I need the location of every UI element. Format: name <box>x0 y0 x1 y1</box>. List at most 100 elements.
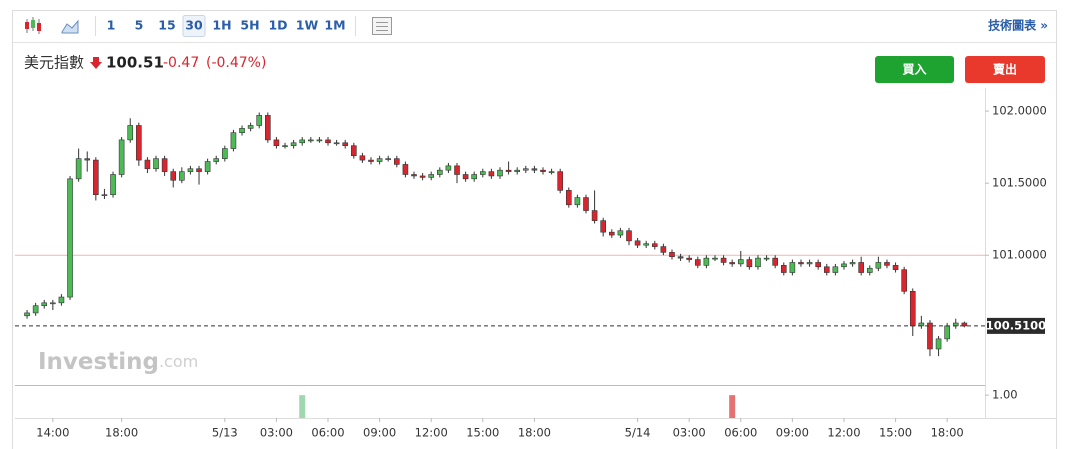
candle-body <box>239 128 245 133</box>
candle-body <box>256 115 263 126</box>
candle-body <box>419 175 426 178</box>
candle-body <box>591 210 598 221</box>
change: -0.47 <box>163 55 199 71</box>
y-tick-label: 102.0000 <box>992 104 1047 118</box>
candle-body <box>583 197 589 211</box>
candle-body <box>110 174 116 195</box>
candle-body <box>230 132 237 149</box>
volume-bar <box>299 395 306 418</box>
candle-body <box>118 139 125 175</box>
candle-body <box>909 290 916 327</box>
candle-body <box>703 257 710 266</box>
buy-button[interactable]: 買入 <box>875 56 954 83</box>
candle-body <box>643 243 649 246</box>
x-tick-label: 06:00 <box>311 426 344 440</box>
last-price-label: 100.5100 <box>986 318 1046 332</box>
interval-button[interactable]: 1W <box>296 18 319 33</box>
candle-body <box>196 168 202 172</box>
candle-body <box>265 115 271 141</box>
candle-body <box>32 305 39 314</box>
interval-button[interactable]: 1 <box>107 18 116 33</box>
volume-tick-label: 1.00 <box>992 388 1018 402</box>
sell-button[interactable]: 賣出 <box>965 56 1045 83</box>
candle-body <box>385 158 392 160</box>
interval-button[interactable]: 5H <box>240 18 259 33</box>
candle-body <box>462 174 469 180</box>
candle-body <box>368 159 374 162</box>
interval-button[interactable]: 5 <box>135 18 144 33</box>
x-tick-label: 03:00 <box>260 426 293 440</box>
x-tick-label: 12:00 <box>415 426 448 440</box>
interval-button[interactable]: 1D <box>268 18 287 33</box>
candle-body <box>480 171 486 175</box>
candle-body <box>565 190 572 206</box>
candle-body <box>316 139 323 142</box>
candle-body <box>342 142 349 146</box>
x-tick-label: 18:00 <box>518 426 551 440</box>
candle-body <box>247 125 254 129</box>
x-tick-label: 15:00 <box>879 426 912 440</box>
candle-body <box>755 257 761 268</box>
price: 100.51 <box>106 54 164 72</box>
candle-body <box>93 159 99 195</box>
candle-body <box>187 168 194 172</box>
candle-body <box>101 194 108 196</box>
candle-body <box>445 165 452 171</box>
candle-body <box>153 158 159 170</box>
candle-body <box>144 159 151 170</box>
candle-body <box>308 139 314 142</box>
watermark: Investing.com <box>38 349 198 375</box>
watermark-suffix: .com <box>159 352 198 371</box>
frame <box>12 10 1057 449</box>
candle-body <box>497 169 503 177</box>
x-tick-label: 12:00 <box>827 426 860 440</box>
x-tick-label: 06:00 <box>724 426 757 440</box>
candle-body <box>927 322 933 350</box>
candle-body <box>299 139 306 144</box>
candle-body <box>75 158 82 180</box>
candle-body <box>901 269 907 292</box>
interval-button[interactable]: 1M <box>324 18 345 33</box>
candle-body <box>282 145 288 147</box>
candle-body <box>273 139 280 146</box>
candle-body <box>737 259 744 265</box>
change-percent: (-0.47%) <box>206 55 266 71</box>
line-icon[interactable] <box>61 19 79 34</box>
candle-body <box>763 257 770 260</box>
interval-button[interactable]: 30 <box>185 18 203 33</box>
candle-body <box>41 302 48 307</box>
candle-body <box>574 197 581 206</box>
candle-icon[interactable] <box>25 17 41 34</box>
candle-body <box>677 256 684 259</box>
candle-body <box>634 240 641 246</box>
candle-body <box>50 302 56 305</box>
candle-body <box>351 145 357 157</box>
candle-body <box>127 125 134 141</box>
candle-body <box>720 257 727 263</box>
interval-button[interactable]: 15 <box>158 18 175 33</box>
x-tick-label: 03:00 <box>673 426 706 440</box>
candle-body <box>686 257 692 260</box>
volume-bar <box>729 395 736 418</box>
candle-body <box>694 259 701 266</box>
candle-body <box>522 168 529 171</box>
last-price-box <box>987 317 1045 334</box>
buy-label[interactable]: 買入 <box>902 63 926 77</box>
indicator-icon[interactable] <box>372 17 392 35</box>
interval-button[interactable]: 1H <box>212 18 231 33</box>
candle-body <box>488 171 495 177</box>
candle-body <box>617 230 624 236</box>
selected-interval-box <box>182 15 206 37</box>
technical-chart-link[interactable]: 技術圖表 » <box>988 18 1048 33</box>
candle-body <box>454 165 460 175</box>
x-tick-label: 09:00 <box>776 426 809 440</box>
candle-body <box>376 158 383 162</box>
candle-body <box>806 262 813 265</box>
sell-label[interactable]: 賣出 <box>992 62 1017 77</box>
candle-body <box>428 174 435 178</box>
x-tick-label: 5/13 <box>212 426 238 440</box>
candle-body <box>540 169 546 172</box>
candle-body <box>471 174 478 180</box>
candle-body <box>557 171 563 191</box>
